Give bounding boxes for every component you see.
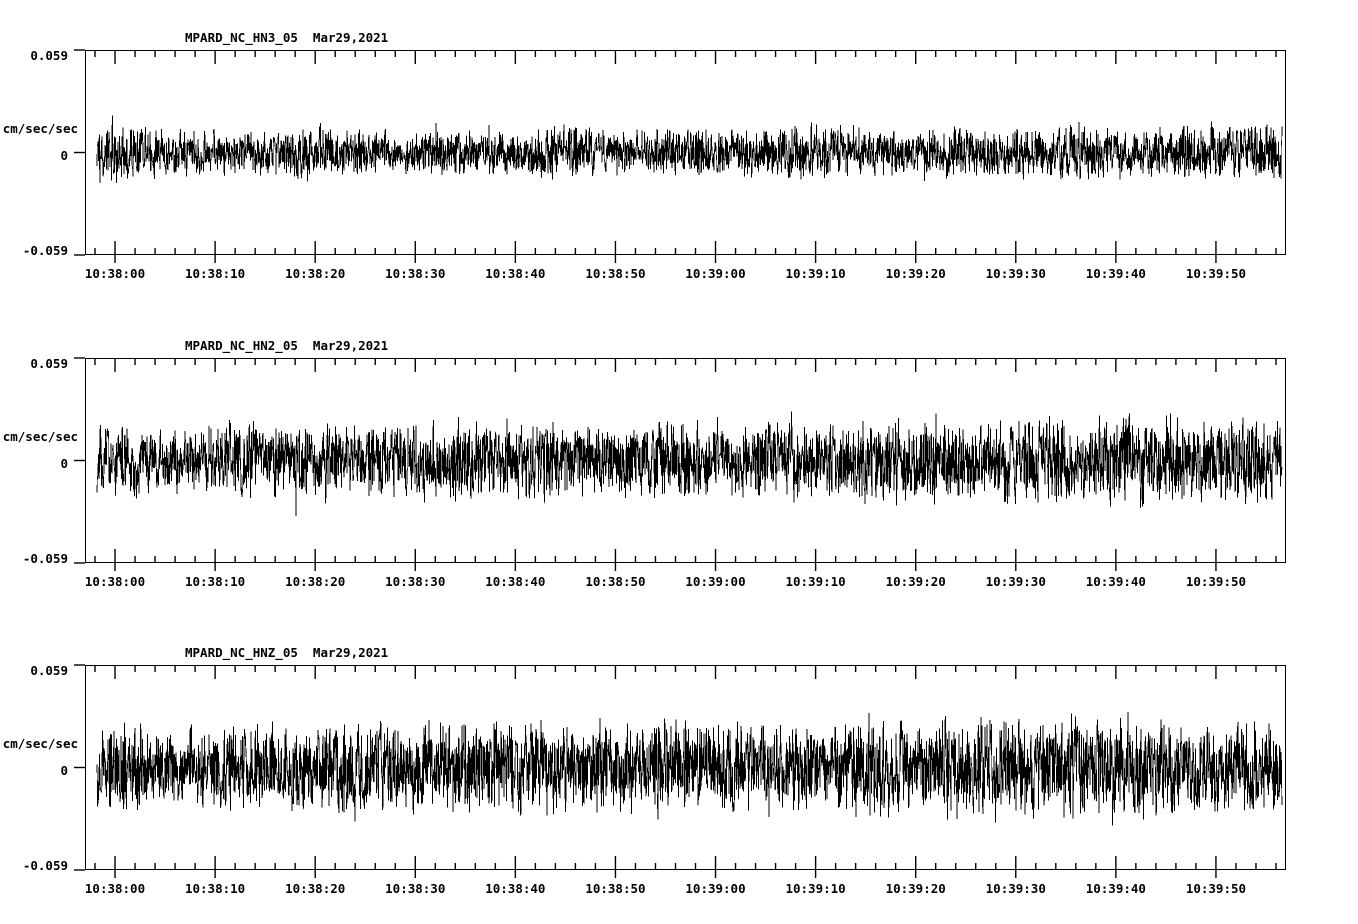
x-axis-tick-label: 10:39:10	[785, 881, 846, 896]
x-axis-tick-label: 10:39:50	[1185, 881, 1247, 896]
y-axis-mid-label-hn3: 0	[60, 148, 68, 163]
y-axis-max-label-hnz: 0.059	[30, 663, 68, 678]
x-axis-tick-label: 10:39:30	[985, 266, 1046, 281]
y-axis-max-label-hn3: 0.059	[30, 48, 68, 63]
x-axis-tick-label: 10:39:50	[1185, 266, 1247, 281]
y-axis-mid-label-hn2: 0	[60, 456, 68, 471]
axis-ticks-hnz	[74, 664, 1277, 878]
y-axis-min-label-hn3: -0.059	[22, 243, 68, 258]
waveform-trace-hn3	[96, 115, 1283, 183]
x-axis-tick-label: 10:39:20	[885, 266, 946, 281]
x-axis-tick-label: 10:39:10	[785, 266, 846, 281]
x-axis-tick-label: 10:38:20	[285, 266, 346, 281]
x-axis-tick-label: 10:38:10	[184, 881, 246, 896]
x-axis-tick-label: 10:38:40	[485, 574, 546, 589]
panel-title-hn3: MPARD_NC_HN3_05 Mar29,2021	[185, 30, 389, 45]
waveform-trace-hn2	[96, 411, 1283, 517]
waveform-trace-hnz	[96, 711, 1283, 826]
y-axis-min-label-hn2: -0.059	[22, 551, 68, 566]
x-axis-tick-label: 10:38:30	[385, 266, 446, 281]
x-axis-tick-label: 10:38:10	[184, 574, 246, 589]
x-axis-tick-label: 10:38:40	[485, 266, 546, 281]
panel-title-hnz: MPARD_NC_HNZ_05 Mar29,2021	[185, 645, 389, 660]
x-axis-tick-label: 10:38:50	[585, 266, 646, 281]
x-axis-tick-label: 10:39:40	[1085, 881, 1146, 896]
x-axis-tick-label: 10:38:30	[385, 881, 446, 896]
x-axis-tick-label: 10:39:40	[1085, 266, 1146, 281]
x-axis-tick-label: 10:38:20	[285, 881, 346, 896]
x-axis-tick-label: 10:38:40	[485, 881, 546, 896]
x-axis-tick-label: 10:39:30	[985, 574, 1046, 589]
x-axis-tick-label: 10:38:00	[84, 574, 146, 589]
x-axis-tick-label: 10:39:00	[685, 881, 746, 896]
y-axis-max-label-hn2: 0.059	[30, 356, 68, 371]
x-axis-tick-label: 10:38:20	[285, 574, 346, 589]
panel-hn3: MPARD_NC_HN3_05 Mar29,2021 0.059 cm/sec/…	[0, 0, 1358, 300]
x-axis-tick-label: 10:39:10	[785, 574, 846, 589]
axis-ticks-hn3	[74, 49, 1277, 263]
x-axis-tick-label: 10:38:30	[385, 574, 446, 589]
x-axis-tick-label: 10:38:00	[84, 881, 146, 896]
y-axis-unit-label-hnz: cm/sec/sec	[2, 736, 78, 751]
y-axis-min-label-hnz: -0.059	[22, 858, 68, 873]
x-axis-tick-label: 10:39:30	[985, 881, 1046, 896]
x-axis-tick-label: 10:39:00	[685, 574, 746, 589]
x-axis-tick-label: 10:38:50	[585, 574, 646, 589]
y-axis-unit-label-hn2: cm/sec/sec	[2, 429, 78, 444]
y-axis-unit-label-hn3: cm/sec/sec	[2, 121, 78, 136]
y-axis-mid-label-hnz: 0	[60, 763, 68, 778]
x-axis-tick-label: 10:38:50	[585, 881, 646, 896]
panel-hn2: MPARD_NC_HN2_05 Mar29,2021 0.059 cm/sec/…	[0, 308, 1358, 608]
axis-ticks-hn2	[74, 357, 1277, 571]
x-axis-tick-label: 10:39:40	[1085, 574, 1146, 589]
panel-hnz: MPARD_NC_HNZ_05 Mar29,2021 0.059 cm/sec/…	[0, 615, 1358, 924]
x-axis-tick-label: 10:39:20	[885, 574, 946, 589]
panel-title-hn2: MPARD_NC_HN2_05 Mar29,2021	[185, 338, 389, 353]
x-axis-tick-label: 10:39:00	[685, 266, 746, 281]
x-axis-tick-label: 10:38:10	[184, 266, 246, 281]
x-axis-tick-label: 10:39:20	[885, 881, 946, 896]
x-axis-tick-label: 10:38:00	[84, 266, 146, 281]
x-axis-tick-label: 10:39:50	[1185, 574, 1247, 589]
